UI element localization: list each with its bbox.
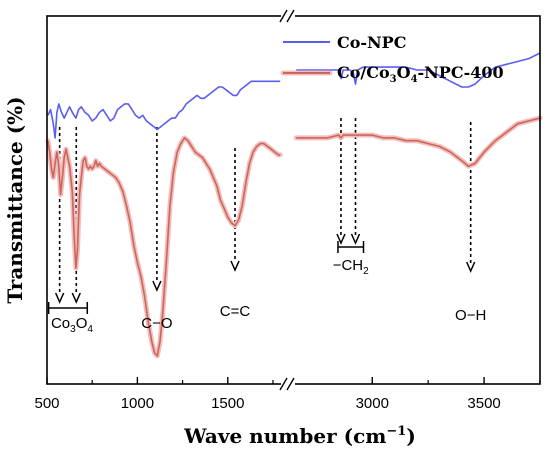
annotation-c-c: C=C	[220, 303, 251, 320]
legend-label-co3o4: Co/Co3O4-NPC-400	[337, 63, 504, 85]
series-line-co3o4-left	[47, 137, 281, 357]
axis-break-top	[279, 9, 295, 23]
y-axis-title: Transmittance (%)	[3, 96, 27, 303]
annotation-co3o4: Co3O4	[51, 315, 93, 335]
legend: Co-NPC Co/Co3O4-NPC-400	[280, 33, 504, 85]
x-axis-title: Wave number (cm−1)	[183, 424, 416, 448]
arrow-co3o4-b-head	[71, 292, 81, 304]
series-line-co_npc-right	[296, 52, 541, 88]
legend-label-co-npc: Co-NPC	[337, 33, 406, 52]
x-axis-title-text: Wave number (cm	[183, 424, 386, 448]
x-tick-label-500: 500	[34, 395, 59, 412]
arrow-co3o4-a-head	[54, 292, 65, 304]
arrow-o-h-head	[465, 261, 476, 273]
series-line-co3o4-right	[296, 117, 541, 167]
arrow-ch2-a-head	[336, 233, 346, 245]
arrow-ch2-b-head	[350, 233, 361, 245]
arrow-c-c-head	[230, 260, 240, 272]
x-tick-label-1000: 1000	[121, 395, 154, 412]
annotation-ch2: −CH2	[333, 257, 369, 277]
x-axis-title-exponent: −1	[386, 424, 406, 439]
x-tick-label-3500: 3500	[467, 395, 500, 412]
series-line-co_npc-left	[47, 80, 281, 139]
series-halo-co3o4-right	[293, 115, 543, 169]
axis-break-bottom	[279, 377, 295, 391]
x-tick-label-1500: 1500	[211, 395, 244, 412]
annotation-c-o: C−O	[141, 315, 172, 332]
x-tick-label-3000: 3000	[356, 395, 389, 412]
annotation-o-h: O−H	[455, 307, 486, 324]
arrow-c-o-head	[152, 280, 162, 292]
x-axis-title-close: )	[406, 424, 415, 448]
